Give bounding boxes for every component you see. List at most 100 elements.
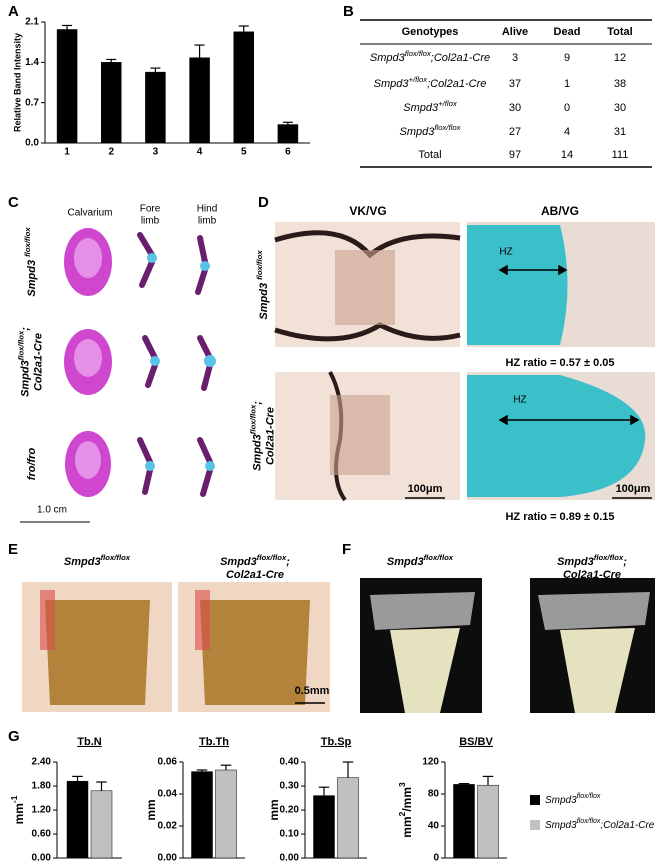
legend-label: Smpd3flox/flox bbox=[545, 793, 601, 805]
text-part: Smpd3 bbox=[403, 102, 439, 114]
image-label: Smpd3flox/flox bbox=[387, 553, 454, 568]
error-bar bbox=[282, 121, 293, 125]
legend-swatch bbox=[530, 820, 540, 830]
legend-label: Smpd3flox/flox;Col2a1-Cre bbox=[545, 818, 655, 830]
table-cell: Total bbox=[418, 149, 441, 161]
text-part: Smpd3 bbox=[545, 795, 577, 806]
y-tick-label: 0.40 bbox=[280, 757, 300, 768]
text-part: flox/flox bbox=[257, 553, 287, 562]
table-cell: Smpd3+/flox;Col2a1-Cre bbox=[374, 75, 487, 90]
text-part: flox/flox bbox=[434, 123, 461, 132]
y-tick-label: 0.02 bbox=[158, 821, 178, 832]
text-part: Smpd3 bbox=[26, 257, 38, 297]
ratio-label: HZ ratio = 0.89 ± 0.15 bbox=[505, 511, 614, 523]
scale-label: 100μm bbox=[408, 483, 443, 495]
image-label: Col2a1-Cre bbox=[563, 569, 621, 581]
error-bar bbox=[342, 761, 354, 778]
panel-letter: D bbox=[258, 194, 269, 211]
error-bar bbox=[482, 775, 494, 786]
chart-title: Tb.Th bbox=[199, 736, 229, 748]
error-bar bbox=[106, 58, 117, 63]
table-cell: 9 bbox=[564, 52, 570, 64]
bar bbox=[189, 57, 210, 144]
text-part: Smpd3 bbox=[374, 78, 410, 90]
text-part: flox/flox bbox=[424, 553, 454, 562]
text-part: ; bbox=[623, 556, 627, 568]
bar bbox=[313, 795, 335, 859]
text-part: flox/flox bbox=[101, 553, 131, 562]
y-tick-label: 120 bbox=[422, 757, 439, 768]
y-tick-label: 0.10 bbox=[280, 829, 300, 840]
chart-title: BS/BV bbox=[459, 736, 493, 748]
y-tick-label: 1.80 bbox=[32, 781, 52, 792]
table-cell: 4 bbox=[564, 126, 570, 138]
table-cell: Smpd3+/flox bbox=[403, 99, 458, 114]
text-part: Smpd3 bbox=[251, 434, 263, 471]
text-part: Col2a1-Cre bbox=[264, 407, 276, 465]
text-part: +/flox bbox=[438, 99, 458, 108]
text-part: flox/flox bbox=[255, 250, 264, 280]
text-part: Smpd3 bbox=[220, 556, 257, 568]
text-part: fro/fro bbox=[26, 448, 38, 481]
table-cell: 31 bbox=[614, 126, 626, 138]
y-tick-label: 0 bbox=[433, 853, 439, 864]
text-part: flox/flox bbox=[577, 818, 601, 825]
table-cell: 38 bbox=[614, 78, 626, 90]
y-tick-label: 0.20 bbox=[280, 805, 300, 816]
x-tick-label: 4 bbox=[197, 147, 203, 158]
error-bar bbox=[150, 67, 161, 73]
row-label: Smpd3flox/flox; bbox=[16, 327, 31, 397]
zone-label: HZ bbox=[499, 247, 512, 258]
panel-letter: E bbox=[8, 541, 18, 558]
text-part: Col2a1-Cre bbox=[32, 333, 44, 391]
image-label: Smpd3flox/flox; bbox=[220, 553, 290, 568]
text-part: flox/flox bbox=[23, 227, 32, 257]
text-part: 3 bbox=[397, 782, 407, 787]
y-axis-label: mm bbox=[144, 799, 158, 820]
table-cell: 12 bbox=[614, 52, 626, 64]
text-part: ;Col2a1-Cre bbox=[427, 78, 486, 90]
y-tick-label: 2.1 bbox=[25, 17, 39, 28]
text-part: Col2a1-Cre bbox=[563, 569, 621, 581]
text-part: ; bbox=[251, 401, 263, 405]
table-cell: 1 bbox=[564, 78, 570, 90]
bar bbox=[337, 777, 359, 859]
panel-letter: G bbox=[8, 728, 20, 745]
text-part: Smpd3 bbox=[19, 360, 31, 397]
y-tick-label: 1.20 bbox=[32, 805, 52, 816]
y-tick-label: 0.00 bbox=[32, 853, 52, 864]
legend-swatch bbox=[530, 795, 540, 805]
text-part: Smpd3 bbox=[370, 52, 406, 64]
bar bbox=[66, 780, 89, 859]
bar bbox=[277, 124, 299, 144]
x-tick-label: 6 bbox=[285, 147, 291, 158]
y-tick-label: 40 bbox=[428, 821, 440, 832]
text-part: +/flox bbox=[408, 75, 428, 84]
table-cell: 111 bbox=[612, 149, 629, 161]
y-tick-label: 80 bbox=[428, 789, 440, 800]
text-part: -1 bbox=[9, 795, 19, 803]
table-cell: Smpd3flox/flox bbox=[400, 123, 462, 138]
y-tick-label: 2.40 bbox=[32, 757, 52, 768]
text-part: flox/flox bbox=[248, 404, 257, 434]
row-label: Col2a1-Cre bbox=[264, 407, 276, 465]
table-cell: 37 bbox=[509, 78, 521, 90]
row-label: Col2a1-Cre bbox=[32, 333, 44, 391]
table-header: Dead bbox=[554, 26, 581, 38]
row-label: Smpd3flox/flox; bbox=[248, 401, 263, 471]
error-bar bbox=[194, 44, 205, 58]
y-tick-label: 0.0 bbox=[25, 138, 39, 149]
chart-title: Tb.Sp bbox=[321, 736, 352, 748]
panel-letter: C bbox=[8, 194, 19, 211]
y-tick-label: 0.30 bbox=[280, 781, 300, 792]
text-part: Smpd3 bbox=[400, 126, 436, 138]
bar bbox=[215, 769, 237, 859]
text-part: ; bbox=[19, 327, 31, 331]
bar bbox=[145, 71, 166, 144]
text-part: /mm bbox=[400, 787, 414, 812]
x-tick-label: 3 bbox=[153, 147, 159, 158]
error-bar bbox=[458, 782, 470, 785]
scale-label: 100μm bbox=[616, 483, 651, 495]
error-bar bbox=[220, 764, 232, 770]
